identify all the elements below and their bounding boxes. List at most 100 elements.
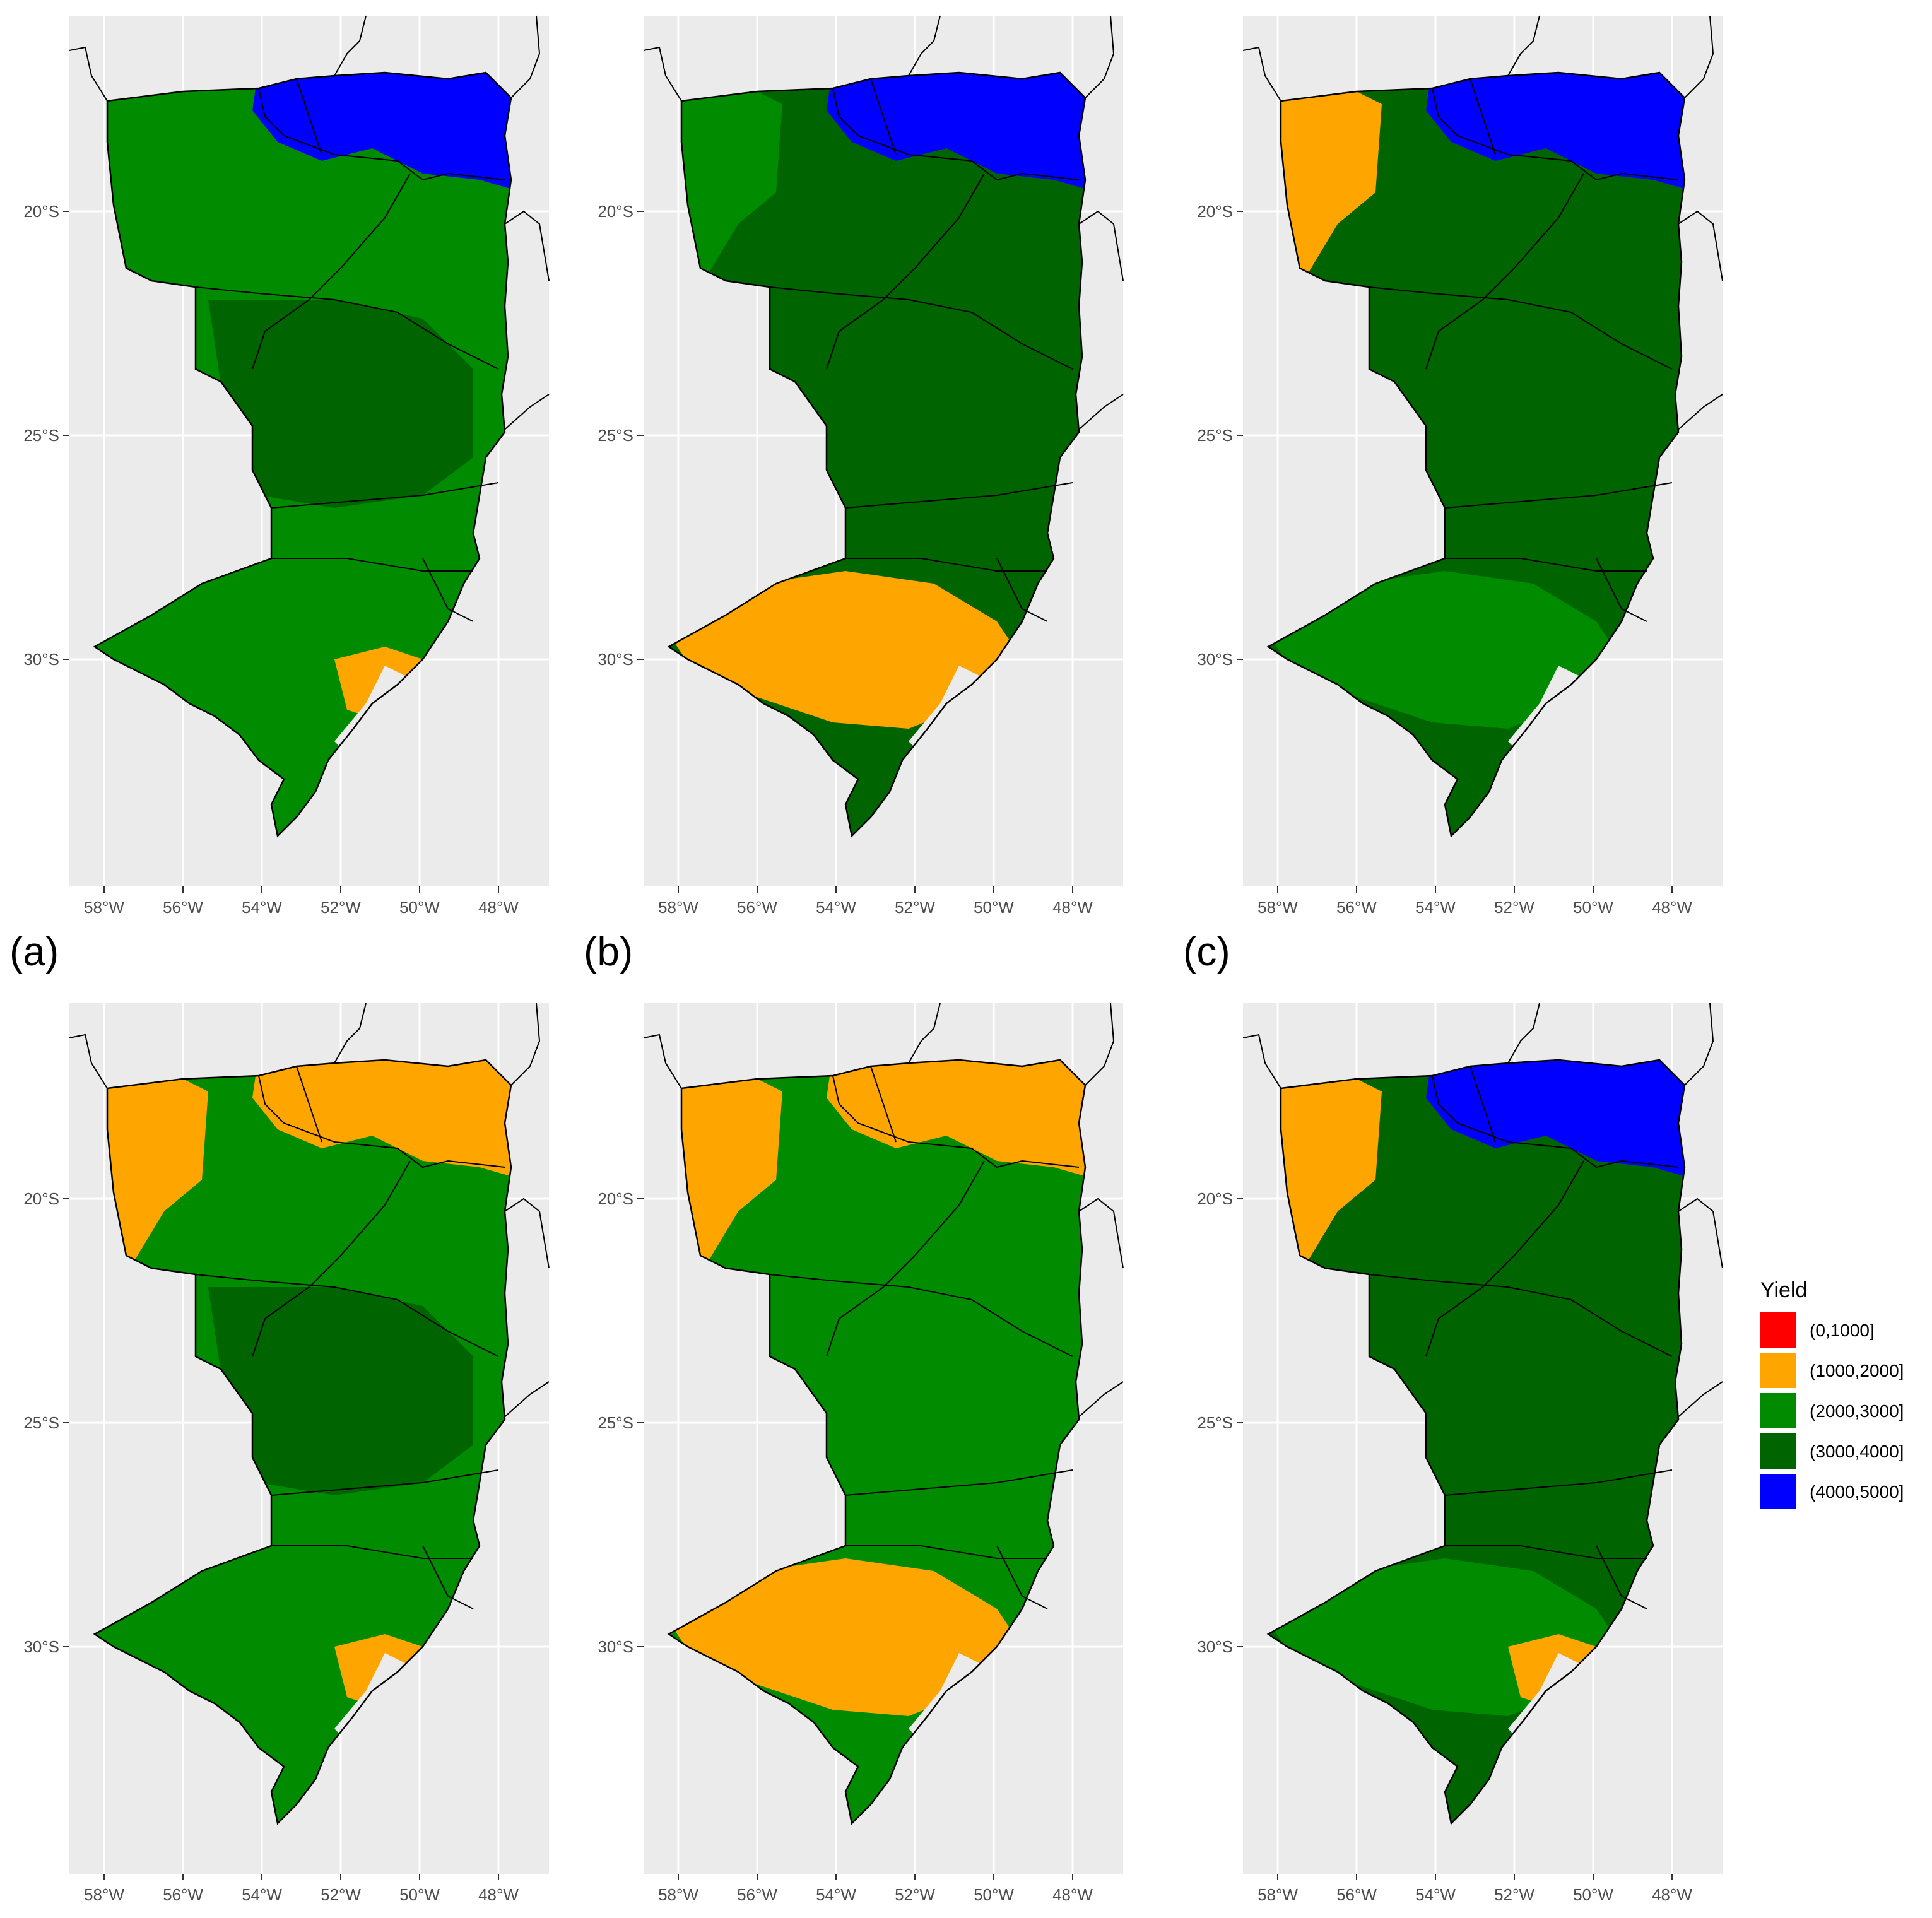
map-panel-1: 58°W 56°W 54°W 52°W 50°W 48°W 20°S 25°S 30°S (a) (9, 15, 550, 974)
x-tick-label: 54°W (1415, 1885, 1456, 1904)
x-tick-label: 48°W (478, 1885, 519, 1904)
state-border (996, 1545, 1048, 1609)
external-border (1507, 1003, 1540, 1064)
x-tick-label: 56°W (1336, 898, 1377, 917)
x-tick-label: 56°W (737, 898, 777, 917)
x-tick-label: 56°W (737, 1885, 777, 1904)
x-tick-label: 50°W (399, 898, 440, 917)
external-border (504, 210, 550, 281)
state-border (1470, 1066, 1496, 1143)
state-border (996, 558, 1048, 622)
legend-label: (0,1000] (1810, 1321, 1875, 1340)
state-border (1432, 88, 1679, 181)
legend-label: (4000,5000] (1810, 1482, 1904, 1502)
yield-center (1382, 1287, 1647, 1495)
state-border (252, 173, 411, 370)
state-border (826, 173, 985, 370)
x-tick-label: 48°W (1652, 1885, 1692, 1904)
legend-swatch (1760, 1312, 1796, 1348)
panel-letter: (a) (9, 929, 59, 974)
state-border (1445, 558, 1647, 572)
x-tick-label: 56°W (163, 898, 203, 917)
state-border (1369, 286, 1673, 370)
state-border (826, 1160, 985, 1357)
y-tick-label: 30°S (23, 1637, 59, 1656)
y-tick-label: 25°S (1197, 1413, 1233, 1432)
external-border (1075, 1381, 1124, 1420)
external-border (334, 1003, 367, 1064)
y-tick-label: 30°S (23, 650, 59, 669)
y-tick-label: 20°S (598, 1189, 633, 1208)
state-border (271, 482, 499, 509)
map-panel-4: 58°W 56°W 54°W 52°W 50°W 48°W 20°S 25°S 30°S (d) (9, 1003, 550, 1918)
external-border (510, 15, 541, 98)
external-border (504, 1197, 550, 1269)
state-border (271, 1545, 473, 1559)
x-tick-label: 54°W (242, 1885, 282, 1904)
state-border (296, 1066, 322, 1143)
state-border (271, 1469, 499, 1496)
state-border (258, 1075, 505, 1168)
yield-north (827, 1060, 1085, 1180)
state-border (870, 78, 897, 155)
external-border (69, 1033, 108, 1089)
y-tick-label: 25°S (23, 1413, 59, 1432)
y-tick-label: 25°S (23, 426, 59, 445)
yield-center (208, 1287, 473, 1495)
x-tick-label: 48°W (478, 898, 519, 917)
legend-label: (1000,2000] (1810, 1361, 1904, 1380)
x-tick-label: 50°W (1573, 898, 1613, 917)
y-tick-label: 20°S (1197, 1189, 1233, 1208)
yield-center (782, 1287, 1047, 1495)
x-tick-label: 58°W (658, 898, 698, 917)
yield-west (1268, 85, 1382, 287)
x-tick-label: 48°W (1052, 1885, 1093, 1904)
x-tick-label: 52°W (1494, 898, 1534, 917)
yield-center (782, 300, 1047, 508)
yield-north (252, 1060, 511, 1180)
yield-west (669, 1073, 782, 1274)
x-tick-label: 58°W (1258, 1885, 1298, 1904)
external-border (643, 46, 682, 102)
yield-west (95, 1073, 208, 1274)
map-panel-2: 58°W 56°W 54°W 52°W 50°W 48°W 20°S 25°S 30°S (b) (584, 15, 1124, 974)
y-tick-label: 25°S (1197, 426, 1233, 445)
legend-title: Yield (1760, 1278, 1807, 1302)
x-tick-label: 58°W (658, 1885, 698, 1904)
legend-label: (2000,3000] (1810, 1401, 1904, 1421)
state-border (769, 1274, 1073, 1357)
state-border (1444, 1469, 1673, 1496)
x-tick-label: 50°W (1573, 1885, 1613, 1904)
external-border (908, 1003, 941, 1064)
state-border (195, 1274, 499, 1357)
map-panels: 58°W 56°W 54°W 52°W 50°W 48°W 20°S 25°S 30°S (a) 5… (9, 15, 1723, 1918)
yield-north (1426, 1060, 1685, 1180)
external-border (1085, 15, 1115, 98)
yield-west (1268, 1073, 1382, 1274)
legend-label: (3000,4000] (1810, 1442, 1904, 1461)
state-border (845, 1545, 1047, 1559)
x-tick-label: 58°W (84, 1885, 124, 1904)
external-border (501, 394, 550, 433)
x-tick-label: 52°W (895, 898, 935, 917)
yield-west (669, 85, 782, 287)
external-border (1078, 210, 1124, 281)
x-tick-label: 56°W (163, 1885, 203, 1904)
state-border (832, 1075, 1080, 1168)
external-border (1075, 394, 1124, 433)
x-tick-label: 54°W (816, 898, 856, 917)
legend-swatch (1760, 1433, 1796, 1469)
external-border (1684, 1003, 1714, 1086)
y-tick-label: 30°S (1197, 650, 1233, 669)
external-border (908, 15, 941, 76)
external-border (1675, 394, 1723, 433)
x-tick-label: 52°W (895, 1885, 935, 1904)
state-border (271, 558, 473, 572)
yield-north (827, 73, 1085, 192)
state-border (296, 78, 322, 155)
yield-center (208, 300, 473, 508)
x-tick-label: 52°W (321, 898, 361, 917)
legend-swatch (1760, 1474, 1796, 1509)
y-tick-label: 30°S (1197, 1637, 1233, 1656)
state-border (422, 1545, 474, 1609)
